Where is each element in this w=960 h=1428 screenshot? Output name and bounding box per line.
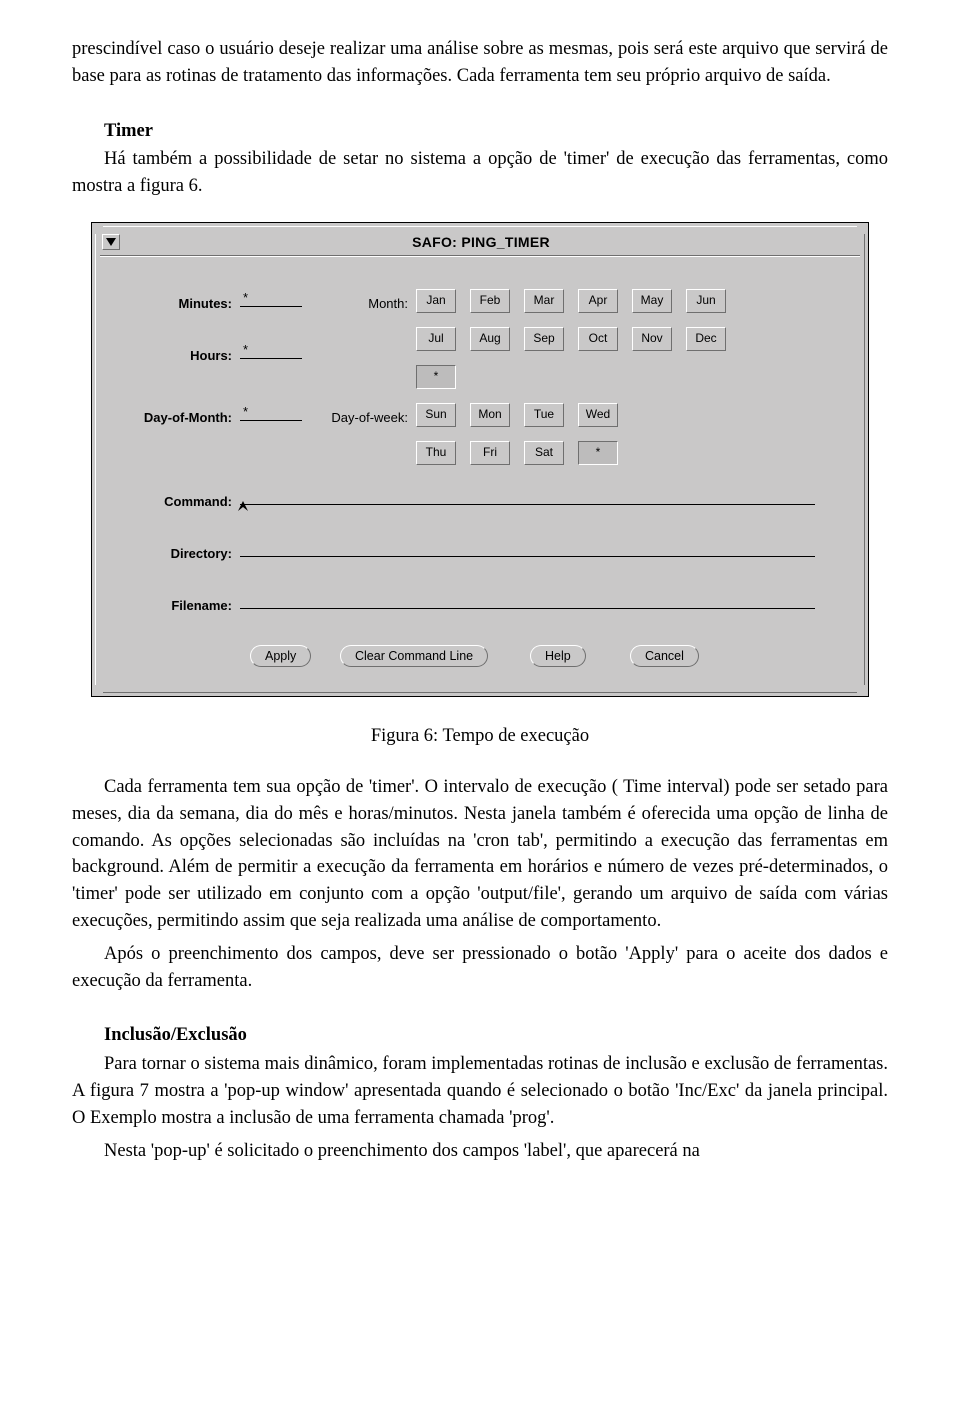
month-all[interactable]: * bbox=[416, 365, 456, 389]
directory-input[interactable] bbox=[240, 539, 815, 557]
paragraph: Nesta 'pop-up' é solicitado o preenchime… bbox=[72, 1138, 888, 1165]
hours-input[interactable]: * bbox=[240, 341, 302, 359]
resize-handle[interactable] bbox=[857, 222, 869, 234]
dow-all[interactable]: * bbox=[578, 441, 618, 465]
dow-thu[interactable]: Thu bbox=[416, 441, 456, 465]
dow-sat[interactable]: Sat bbox=[524, 441, 564, 465]
figure-caption: Figura 6: Tempo de execução bbox=[72, 723, 888, 750]
resize-handle[interactable] bbox=[91, 685, 103, 697]
window-title: SAFO: PING_TIMER bbox=[102, 232, 860, 252]
command-label: Command: bbox=[110, 493, 232, 512]
day-of-month-label: Day-of-Month: bbox=[110, 409, 232, 428]
paragraph: Após o preenchimento dos campos, deve se… bbox=[72, 941, 888, 995]
paragraph: Cada ferramenta tem sua opção de 'timer'… bbox=[72, 774, 888, 935]
month-sep[interactable]: Sep bbox=[524, 327, 564, 351]
month-aug[interactable]: Aug bbox=[470, 327, 510, 351]
month-feb[interactable]: Feb bbox=[470, 289, 510, 313]
month-jun[interactable]: Jun bbox=[686, 289, 726, 313]
timer-window: SAFO: PING_TIMER Minutes: * Hours: * Day… bbox=[91, 222, 869, 697]
dow-mon[interactable]: Mon bbox=[470, 403, 510, 427]
caret-icon bbox=[238, 501, 248, 511]
help-button[interactable]: Help bbox=[530, 645, 586, 667]
minutes-label: Minutes: bbox=[110, 295, 232, 314]
dow-wed[interactable]: Wed bbox=[578, 403, 618, 427]
dow-sun[interactable]: Sun bbox=[416, 403, 456, 427]
resize-handle[interactable] bbox=[857, 685, 869, 697]
clear-command-button[interactable]: Clear Command Line bbox=[340, 645, 488, 667]
resize-handle[interactable] bbox=[91, 222, 103, 234]
dow-fri[interactable]: Fri bbox=[470, 441, 510, 465]
month-dec[interactable]: Dec bbox=[686, 327, 726, 351]
day-of-month-input[interactable]: * bbox=[240, 403, 302, 421]
command-input[interactable] bbox=[240, 487, 815, 505]
titlebar: SAFO: PING_TIMER bbox=[100, 231, 860, 253]
timer-heading: Timer bbox=[72, 118, 888, 145]
form-area: Minutes: * Hours: * Day-of-Month: * Mont… bbox=[110, 271, 850, 682]
month-may[interactable]: May bbox=[632, 289, 672, 313]
dow-tue[interactable]: Tue bbox=[524, 403, 564, 427]
directory-label: Directory: bbox=[110, 545, 232, 564]
divider bbox=[100, 255, 860, 257]
month-jul[interactable]: Jul bbox=[416, 327, 456, 351]
hours-label: Hours: bbox=[110, 347, 232, 366]
inclusao-heading: Inclusão/Exclusão bbox=[72, 1022, 888, 1049]
month-nov[interactable]: Nov bbox=[632, 327, 672, 351]
month-oct[interactable]: Oct bbox=[578, 327, 618, 351]
month-mar[interactable]: Mar bbox=[524, 289, 564, 313]
minutes-input[interactable]: * bbox=[240, 289, 302, 307]
apply-button[interactable]: Apply bbox=[250, 645, 311, 667]
month-apr[interactable]: Apr bbox=[578, 289, 618, 313]
filename-input[interactable] bbox=[240, 591, 815, 609]
paragraph: Para tornar o sistema mais dinâmico, for… bbox=[72, 1051, 888, 1131]
day-of-week-label: Day-of-week: bbox=[308, 409, 408, 428]
month-jan[interactable]: Jan bbox=[416, 289, 456, 313]
paragraph: Há também a possibilidade de setar no si… bbox=[72, 146, 888, 200]
month-label: Month: bbox=[348, 295, 408, 314]
paragraph: prescindível caso o usuário deseje reali… bbox=[72, 36, 888, 90]
cancel-button[interactable]: Cancel bbox=[630, 645, 699, 667]
filename-label: Filename: bbox=[110, 597, 232, 616]
